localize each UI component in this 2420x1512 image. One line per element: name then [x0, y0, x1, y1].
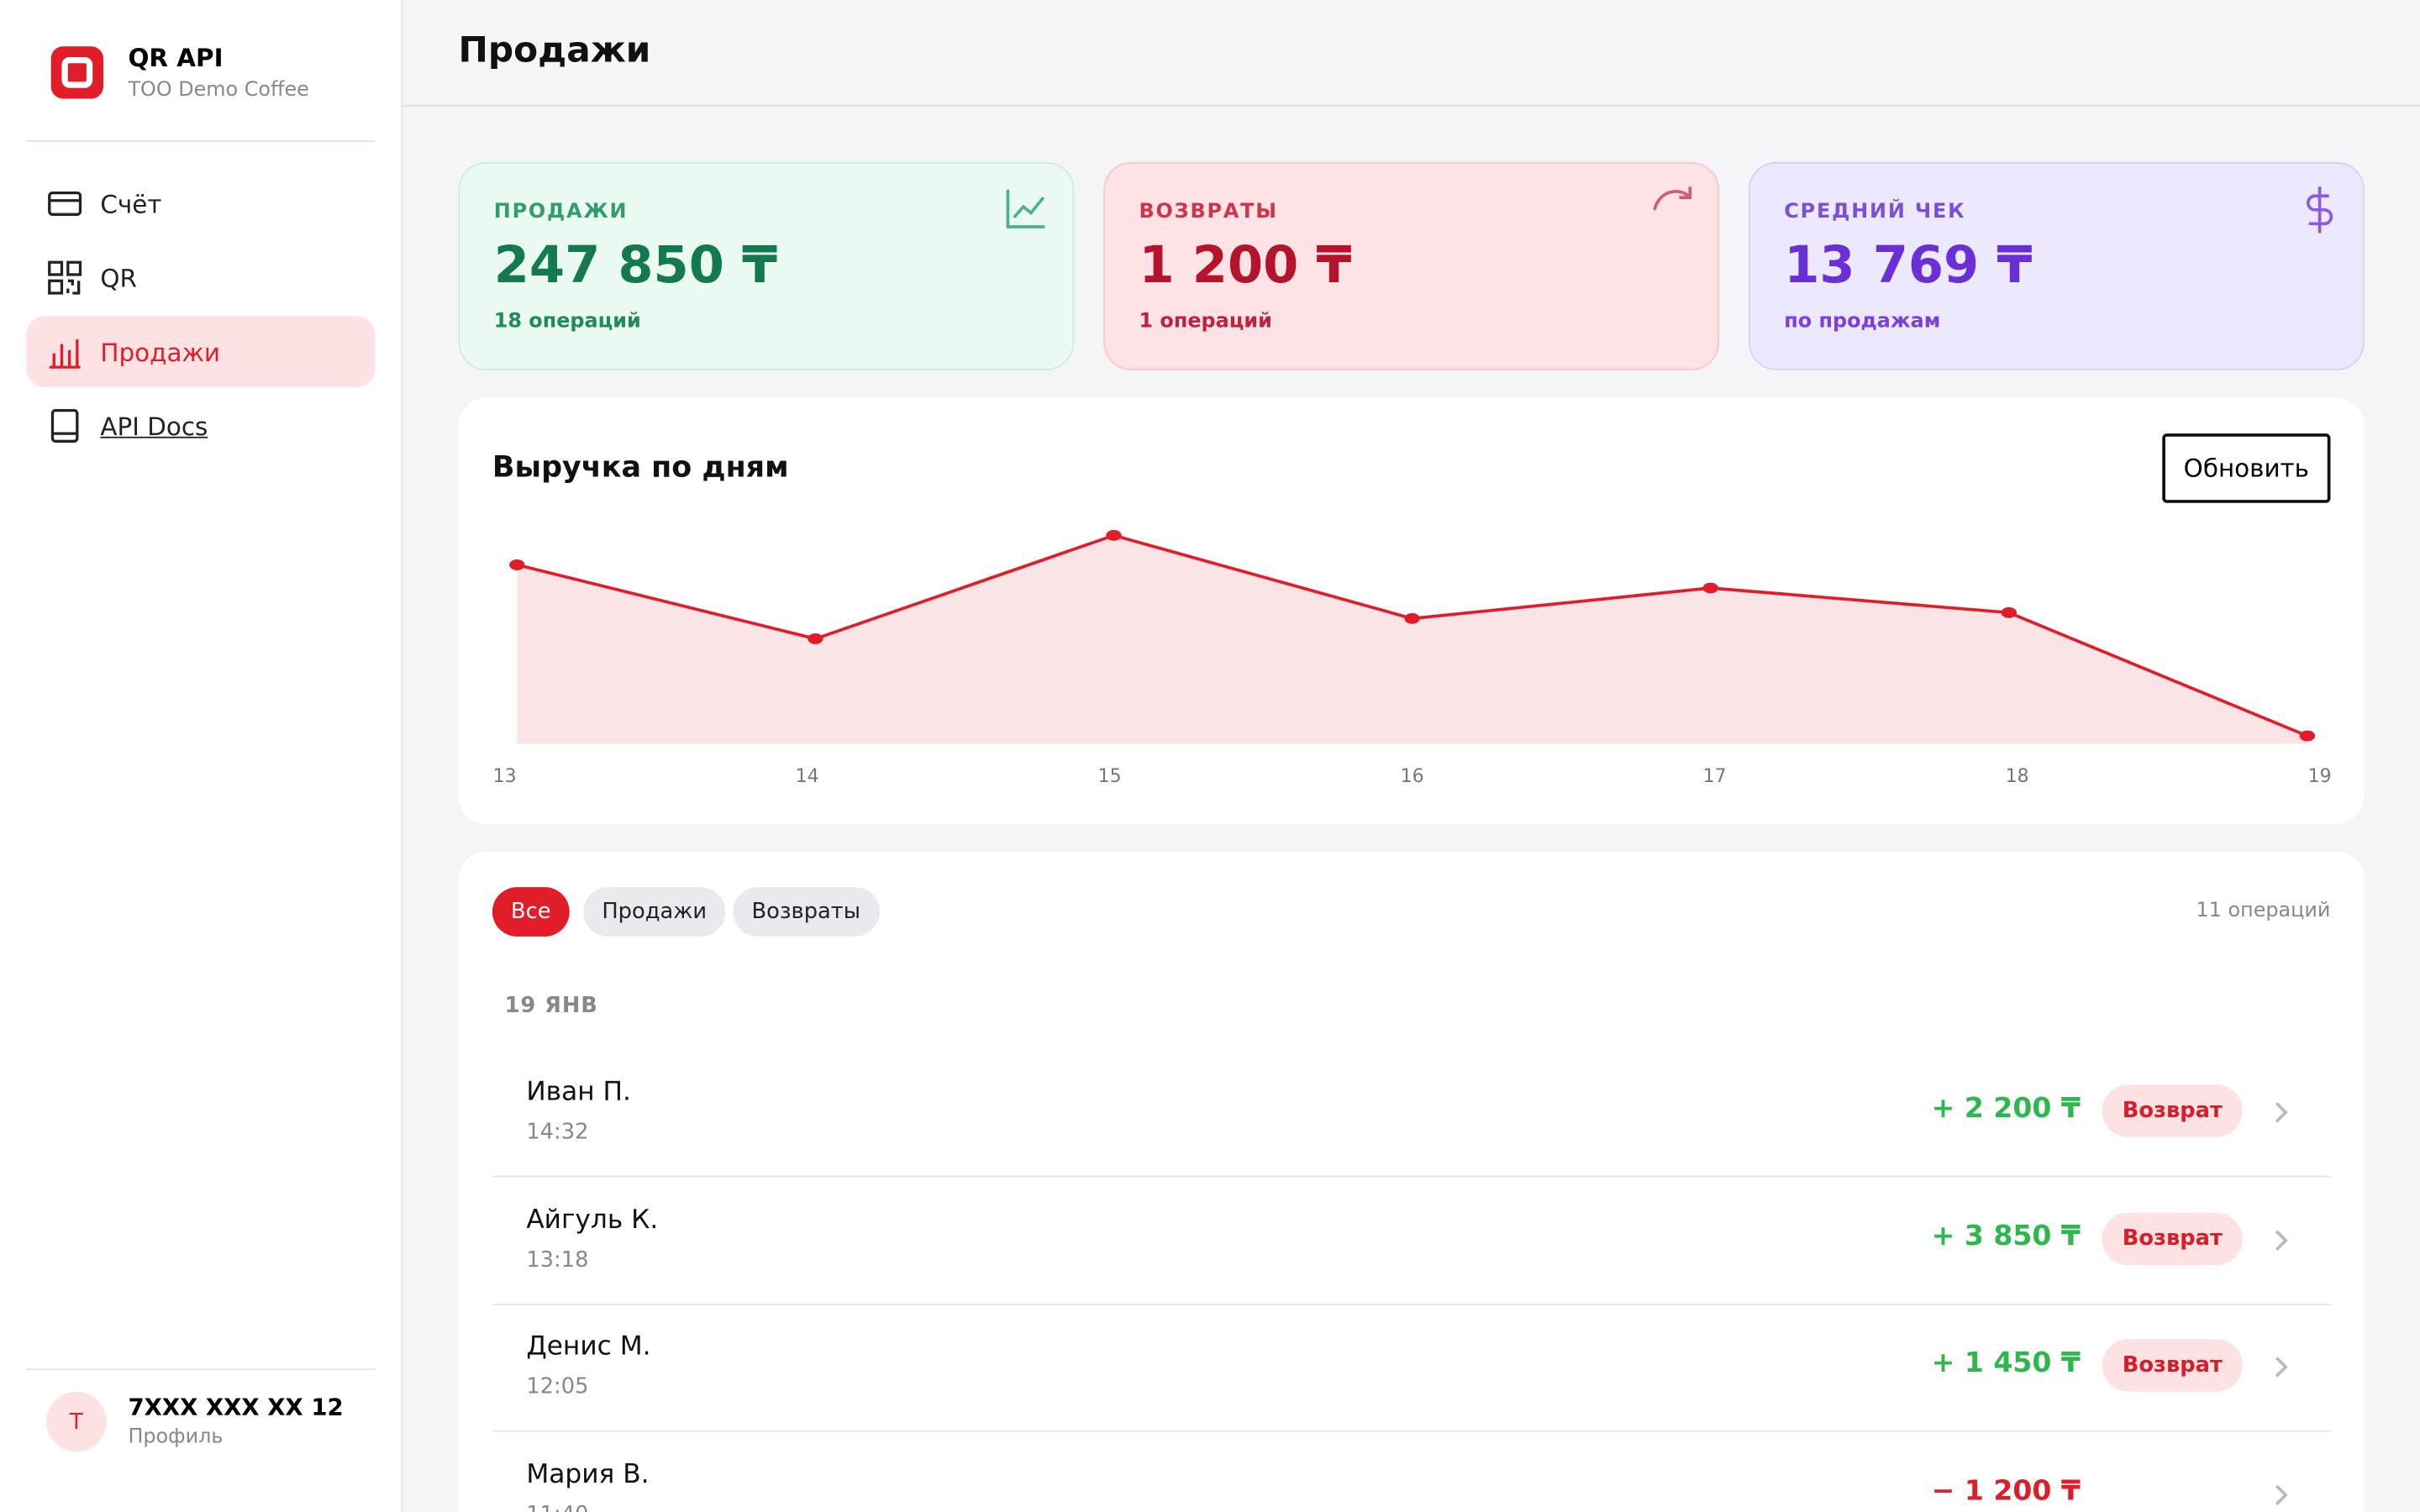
transaction-row[interactable]: Иван П. 14:32 + 2 200 ₸ Возврат [492, 1049, 2331, 1178]
time: 13:18 [526, 1247, 589, 1273]
time: 14:32 [526, 1120, 589, 1145]
chart-card [458, 397, 2365, 824]
filter[interactable]: Продажи [583, 887, 726, 937]
icon [48, 191, 82, 216]
nav-label: QR [100, 263, 137, 293]
chevron [2275, 1483, 2288, 1505]
refund-button[interactable]: Возврат [2102, 1211, 2243, 1265]
nav-label: API Docs [100, 411, 208, 441]
chevron [2275, 1101, 2288, 1123]
time: 12:05 [526, 1374, 589, 1399]
avatar: T [46, 1391, 107, 1452]
nav-item[interactable]: QR [26, 242, 375, 312]
point [509, 559, 525, 570]
header [402, 0, 2420, 107]
transaction-row[interactable]: Денис М. 12:05 + 1 450 ₸ Возврат [492, 1304, 2331, 1432]
transaction-row[interactable]: Айгуль К. 13:18 + 3 850 ₸ Возврат [492, 1177, 2331, 1305]
icon [49, 339, 81, 369]
stat-card: ВОЗВРАТЫ 1 200 ₸ 1 операций [1103, 161, 1720, 370]
stat-value: 247 850 ₸ [493, 234, 778, 295]
x-tick-label: 16 [1401, 766, 1424, 787]
refund-button[interactable]: Возврат [2102, 1084, 2243, 1137]
filter-active[interactable]: Все [492, 887, 570, 937]
nav-label: Счёт [100, 188, 162, 218]
refund-button[interactable]: Возврат [2102, 1339, 2243, 1392]
name: Мария В. [526, 1458, 650, 1490]
name: Иван П. [526, 1077, 631, 1108]
point [2299, 730, 2316, 742]
count: 11 операций [2196, 899, 2331, 923]
stat-label: ВОЗВРАТЫ [1139, 200, 1278, 224]
icon [48, 260, 82, 295]
nav-item-active[interactable]: Продажи [26, 316, 376, 388]
divider [26, 140, 376, 142]
point [808, 633, 823, 644]
nav-item[interactable]: Счёт [26, 168, 375, 239]
x-tick-label: 13 [493, 766, 517, 787]
x-tick-label: 19 [2308, 766, 2332, 787]
page-title: Продажи [458, 30, 651, 71]
x-tick-label: 14 [796, 766, 819, 787]
refresh-button[interactable]: Обновить [2162, 433, 2331, 503]
time: 11:40 [526, 1502, 588, 1512]
chart-title: Выручка по дням [492, 450, 789, 485]
transaction-row[interactable]: Мария В. 11:40 − 1 200 ₸ [492, 1431, 2331, 1512]
x-tick-label: 18 [2006, 766, 2029, 787]
name: Айгуль К. [526, 1204, 659, 1236]
x-tick-label: 15 [1098, 766, 1122, 787]
name: Денис М. [526, 1331, 651, 1362]
filter[interactable]: Возвраты [733, 887, 880, 937]
nav-item[interactable]: API Docs [26, 391, 375, 461]
point [1106, 529, 1122, 541]
icon [1653, 186, 1692, 211]
stat-note: по продажам [1784, 310, 1941, 333]
point [1702, 582, 1718, 594]
stat-value: 13 769 ₸ [1784, 234, 2033, 295]
stat-note: 1 операций [1139, 310, 1272, 333]
profile-caption: Профиль [128, 1425, 224, 1449]
transactions-card [458, 851, 2365, 1512]
icon [1006, 189, 1045, 228]
chevron [2275, 1357, 2288, 1378]
amount: + 1 450 ₸ [1931, 1347, 2081, 1380]
nav-label: Продажи [100, 337, 221, 367]
x-tick-label: 17 [1703, 766, 1727, 787]
stat-label: ПРОДАЖИ [493, 200, 629, 224]
amount: + 2 200 ₸ [1931, 1092, 2081, 1125]
chart: 13 14 15 16 17 18 19 [493, 529, 2332, 787]
sidebar: QR API ТОО Demo Coffee Счёт QR Продажи A… [0, 0, 403, 1512]
stat-label: СРЕДНИЙ ЧЕК [1784, 200, 1966, 224]
brand-subtitle: ТОО Demo Coffee [128, 78, 309, 102]
icon [2307, 186, 2333, 234]
chevron [2275, 1229, 2288, 1251]
stat-card: ПРОДАЖИ 247 850 ₸ 18 операций [458, 161, 1075, 370]
profile-phone: 7XXX XXX XX 12 [128, 1393, 344, 1421]
point [2001, 606, 2017, 618]
brand-title: QR API [128, 43, 224, 73]
point [1404, 612, 1420, 624]
date-header: 19 ЯНВ [504, 993, 598, 1019]
divider [26, 1368, 376, 1371]
logo [50, 46, 104, 99]
amount: + 3 850 ₸ [1931, 1219, 2081, 1252]
stat-note: 18 операций [493, 310, 641, 333]
area-fill [517, 535, 2307, 744]
icon [50, 408, 79, 443]
stat-value: 1 200 ₸ [1139, 234, 1352, 295]
stat-card: СРЕДНИЙ ЧЕК 13 769 ₸ по продажам [1749, 161, 2365, 370]
amount: − 1 200 ₸ [1931, 1473, 2081, 1507]
